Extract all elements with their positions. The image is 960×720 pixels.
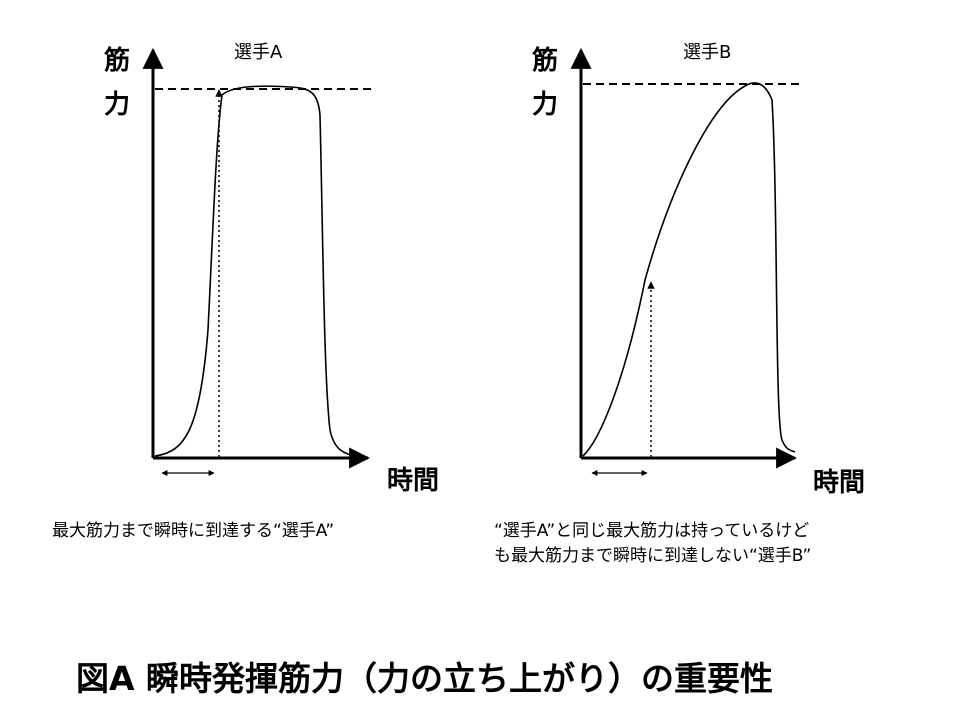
panel-a-title: 選手A bbox=[234, 42, 283, 63]
panel-b-ylabel-top: 筋 bbox=[532, 46, 559, 76]
panel-a-graph bbox=[142, 47, 375, 476]
panel-a-ylabel-top: 筋 bbox=[104, 46, 131, 76]
panel-a-ylabel-bottom: 力 bbox=[104, 90, 131, 120]
panel-b-title: 選手B bbox=[683, 42, 732, 63]
figure-title: 図A 瞬時発揮筋力（力の立ち上がり）の重要性 bbox=[76, 659, 774, 698]
panel-b-caption-line-2: も最大筋力まで瞬時に到達しない“選手B” bbox=[494, 546, 812, 566]
panel-b-ylabel-bottom: 力 bbox=[532, 90, 559, 120]
panel-a-force-curve bbox=[154, 85, 359, 457]
panel-b-force-curve bbox=[582, 82, 796, 457]
panel-b-caption: “選手A”と同じ最大筋力は持っているけど も最大筋力まで瞬時に到達しない“選手B… bbox=[494, 519, 811, 569]
panel-b-xlabel: 時間 bbox=[813, 468, 866, 498]
panel-a-caption-line-1: 最大筋力まで瞬時に到達する“選手A” bbox=[52, 521, 335, 541]
panel-b-caption-line-1: “選手A”と同じ最大筋力は持っているけど bbox=[494, 521, 810, 541]
panel-a-xlabel: 時間 bbox=[387, 466, 440, 496]
panel-b-graph bbox=[570, 47, 803, 476]
panel-a-caption: 最大筋力まで瞬時に到達する“選手A” bbox=[52, 519, 334, 544]
